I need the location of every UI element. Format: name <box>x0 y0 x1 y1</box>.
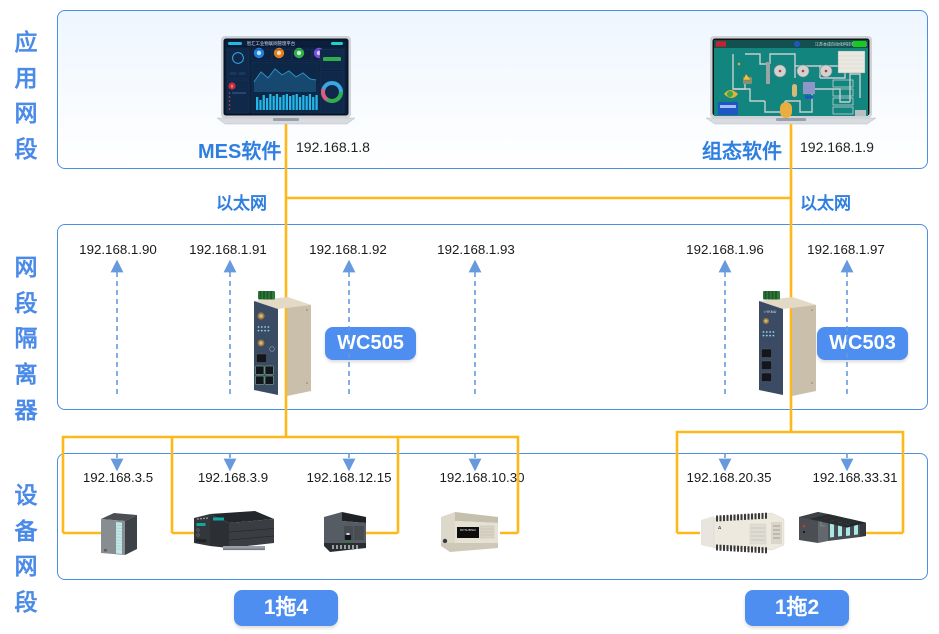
svg-text:MITSUBISHI: MITSUBISHI <box>460 528 476 532</box>
svg-text:⟡YKMU: ⟡YKMU <box>764 310 777 314</box>
svg-text:智汇工业物联网管理平台: 智汇工业物联网管理平台 <box>247 40 296 47</box>
